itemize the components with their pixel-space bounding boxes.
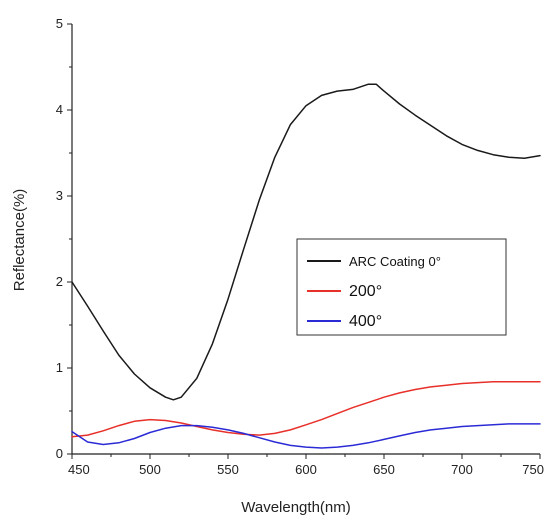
y-axis-title: Reflectance(%): [11, 189, 28, 292]
series-lines: [71, 83, 541, 449]
x-tick-label: 600: [295, 462, 317, 477]
x-tick-label: 500: [139, 462, 161, 477]
legend-label: ARC Coating 0°: [349, 254, 441, 269]
legend-label: 400°: [349, 313, 382, 330]
x-tick-label: 450: [68, 462, 90, 477]
x-tick-label: 550: [217, 462, 239, 477]
y-tick-label: 1: [56, 360, 63, 375]
x-axis: 450 500 550 600 650 700 750: [68, 454, 544, 477]
legend: ARC Coating 0° 200° 400°: [296, 238, 507, 336]
x-tick-label: 650: [373, 462, 395, 477]
x-tick-label: 750: [522, 462, 544, 477]
y-tick-label: 4: [56, 102, 63, 117]
y-tick-label: 2: [56, 274, 63, 289]
y-tick-label: 5: [56, 16, 63, 31]
series-line-3: [71, 423, 541, 449]
x-tick-label: 700: [451, 462, 473, 477]
legend-box: [296, 238, 507, 336]
x-axis-title: Wavelength(nm): [241, 499, 350, 516]
y-tick-label: 0: [56, 446, 63, 461]
y-tick-label: 3: [56, 188, 63, 203]
series-line-1: [71, 83, 541, 401]
series-line-2: [71, 381, 541, 438]
y-axis: 0 1 2 3 4 5: [56, 16, 72, 461]
legend-label: 200°: [349, 283, 382, 300]
